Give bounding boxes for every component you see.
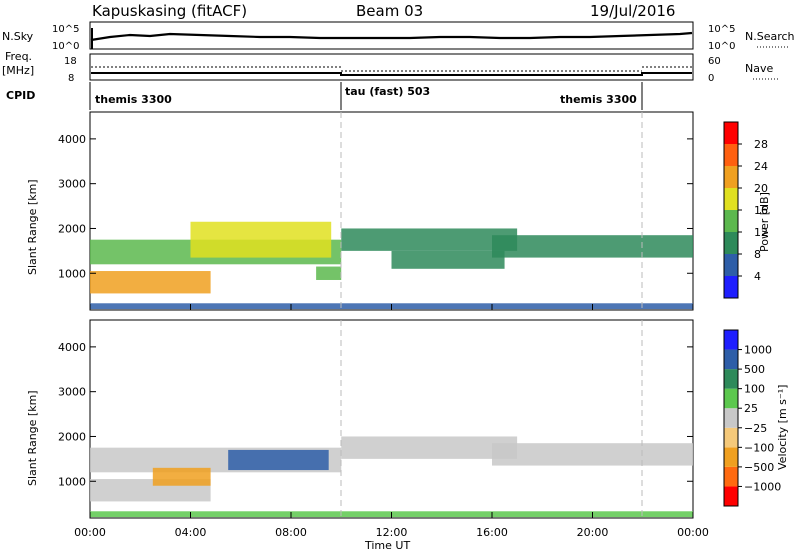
- velocity-panel: 1000 2000 3000 4000 00:00 04:00 08:00 12:00 16:…: [26, 304, 709, 552]
- power-ytick-1: 2000: [58, 222, 86, 235]
- velocity-xtick-2: 08:00: [275, 526, 307, 539]
- power-colorbar-tick-5: 24: [754, 160, 768, 173]
- velocity-y-axis: 1000 2000 3000 4000: [58, 341, 693, 488]
- velocity-ylabel: Slant Range [km]: [26, 390, 39, 486]
- power-band-4: [341, 228, 518, 251]
- power-ytick-2: 3000: [58, 178, 86, 191]
- power-colorbar-tick-1: 8: [754, 248, 761, 261]
- power-colorbar-cell-4: [724, 188, 738, 210]
- velocity-xtick-0: 00:00: [74, 526, 106, 539]
- power-ylabel: Slant Range [km]: [26, 179, 39, 275]
- velocity-colorbar-tick-6: −500: [744, 461, 774, 474]
- nsky-tick-top: 10^5: [52, 24, 79, 35]
- nsky-panel: N.Sky 10^5 10^0 10^5 10^0 N.Search: [2, 21, 795, 52]
- nsearch-tick-bottom: 10^0: [708, 41, 735, 52]
- cpid-seg-3: themis 3300: [560, 93, 637, 106]
- velocity-xtick-5: 20:00: [577, 526, 609, 539]
- power-band-2: [190, 221, 332, 258]
- velocity-colorbar-tick-4: −25: [744, 422, 767, 435]
- power-colorbar-label: Power [dB]: [758, 192, 771, 252]
- nsearch-label: N.Search: [745, 30, 795, 43]
- velocity-colorbar-tick-5: −100: [744, 441, 774, 454]
- power-band-6: [492, 235, 693, 258]
- nave-trace: [91, 66, 692, 72]
- power-band-1: [90, 271, 211, 294]
- velocity-colorbar-tick-1: 500: [744, 363, 765, 376]
- velocity-ytick-1: 2000: [58, 430, 86, 443]
- velocity-colorbar-cell-5: [724, 388, 738, 409]
- power-colorbar-cell-1: [724, 254, 738, 276]
- velocity-xtick-4: 16:00: [476, 526, 508, 539]
- velocity-band-3: [152, 467, 211, 486]
- nsky-trace: [90, 31, 693, 42]
- velocity-band-5: [492, 443, 693, 466]
- velocity-band-2: [228, 449, 329, 471]
- velocity-colorbar: 1000 500 100 25 −25 −100 −500 −1000 Velocity [m…: [723, 329, 789, 507]
- cpid-seg-2: tau (fast) 503: [345, 85, 430, 98]
- nave-label: Nave: [745, 62, 773, 75]
- velocity-ytick-2: 3000: [58, 386, 86, 399]
- nave-tick-top: 60: [708, 56, 721, 67]
- time-xlabel: Time UT: [364, 539, 410, 552]
- power-colorbar-tick-0: 4: [754, 270, 761, 283]
- velocity-colorbar-cell-4: [724, 408, 738, 428]
- freq-panel: Freq. [MHz] 18 8 60 0 Nave: [2, 50, 778, 84]
- date-title: 19/Jul/2016: [590, 2, 675, 20]
- beam-title: Beam 03: [356, 2, 423, 20]
- cpid-label: CPID: [6, 89, 35, 102]
- power-colorbar-tick-4: 20: [754, 182, 768, 195]
- velocity-colorbar-cell-1: [724, 466, 738, 487]
- velocity-ytick-0: 1000: [58, 475, 86, 488]
- velocity-colorbar-cell-0: [724, 486, 738, 506]
- velocity-colorbar-cell-6: [724, 369, 738, 389]
- velocity-xtick-3: 12:00: [376, 526, 408, 539]
- power-colorbar-cell-3: [724, 210, 738, 232]
- velocity-colorbar-tick-3: 25: [744, 402, 758, 415]
- velocity-colorbar-label: Velocity [m s⁻¹]: [776, 385, 789, 470]
- velocity-x-axis: 00:00 04:00 08:00 12:00 16:00 20:00 00:00: [74, 304, 709, 539]
- cpid-row: CPID themis 3300 tau (fast) 503 themis 3…: [6, 82, 643, 110]
- power-colorbar-cell-6: [724, 144, 738, 166]
- power-ytick-0: 1000: [58, 267, 86, 280]
- freq-tick-bottom: 8: [68, 73, 74, 84]
- power-ytick-3: 4000: [58, 133, 86, 146]
- velocity-colorbar-tick-7: −1000: [744, 480, 781, 493]
- mhz-label: [MHz]: [2, 64, 34, 77]
- velocity-colorbar-tick-0: 1000: [744, 344, 772, 357]
- power-band-5: [391, 250, 505, 269]
- power-colorbar-cell-5: [724, 166, 738, 188]
- velocity-colorbar-cell-8: [724, 330, 738, 350]
- velocity-colorbar-cell-7: [724, 349, 738, 370]
- velocity-band-4: [341, 436, 518, 459]
- velocity-colorbar-cell-2: [724, 447, 738, 467]
- freq-label: Freq.: [5, 50, 32, 63]
- power-colorbar-tick-6: 28: [754, 138, 768, 151]
- velocity-xtick-1: 04:00: [175, 526, 207, 539]
- nave-tick-bottom: 0: [708, 73, 714, 84]
- power-colorbar-tick-3: 16: [754, 204, 768, 217]
- power-colorbar-cell-2: [724, 232, 738, 254]
- power-colorbar-cell-7: [724, 122, 738, 144]
- power-band-3: [316, 266, 342, 280]
- nsky-label: N.Sky: [2, 30, 34, 43]
- freq-trace: [91, 72, 692, 76]
- power-colorbar-tick-2: 12: [754, 226, 768, 239]
- velocity-colorbar-cell-3: [724, 427, 738, 448]
- freq-tick-top: 18: [64, 56, 77, 67]
- power-panel: 1000 2000 3000 4000 Slant Range [km]: [26, 111, 694, 311]
- velocity-colorbar-tick-2: 100: [744, 383, 765, 396]
- cpid-seg-1: themis 3300: [95, 93, 172, 106]
- nsky-tick-bottom: 10^0: [52, 41, 79, 52]
- power-colorbar: 4 8 12 16 20 24 28 Power [dB]: [723, 121, 771, 299]
- station-title: Kapuskasing (fitACF): [92, 2, 247, 20]
- velocity-ytick-3: 4000: [58, 341, 86, 354]
- velocity-xtick-6: 00:00: [677, 526, 709, 539]
- power-colorbar-cell-0: [724, 276, 738, 298]
- power-y-axis: 1000 2000 3000 4000: [58, 133, 693, 280]
- nsearch-tick-top: 10^5: [708, 24, 735, 35]
